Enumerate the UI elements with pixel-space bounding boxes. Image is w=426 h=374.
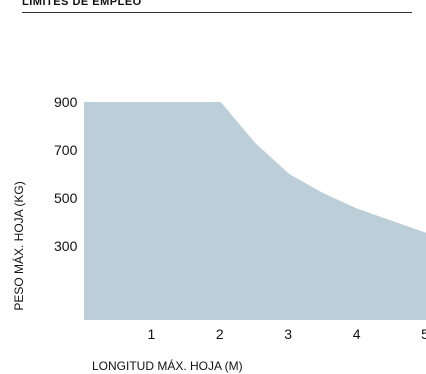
y-tick-label: 700 xyxy=(54,142,78,158)
y-tick-label: 300 xyxy=(54,238,78,254)
allowed-load-area xyxy=(84,102,426,320)
x-tick-label: 3 xyxy=(284,326,292,342)
y-tick-label: 500 xyxy=(54,190,78,206)
x-tick-label: 1 xyxy=(148,326,156,342)
x-axis-title: LONGITUD MÁX. HOJA (M) xyxy=(92,358,243,373)
x-tick-label: 4 xyxy=(353,326,361,342)
x-axis-ticks: 1 2 3 4 5 xyxy=(148,326,426,342)
y-axis-ticks: 900 700 500 300 xyxy=(54,94,78,254)
header-divider xyxy=(22,12,412,13)
section-title: LÍMITES DE EMPLEO xyxy=(22,0,142,8)
x-tick-label: 5 xyxy=(421,326,426,342)
x-tick-label: 2 xyxy=(216,326,224,342)
y-axis-title: PESO MÁX. HOJA (KG) xyxy=(11,181,26,310)
y-tick-label: 900 xyxy=(54,94,78,110)
